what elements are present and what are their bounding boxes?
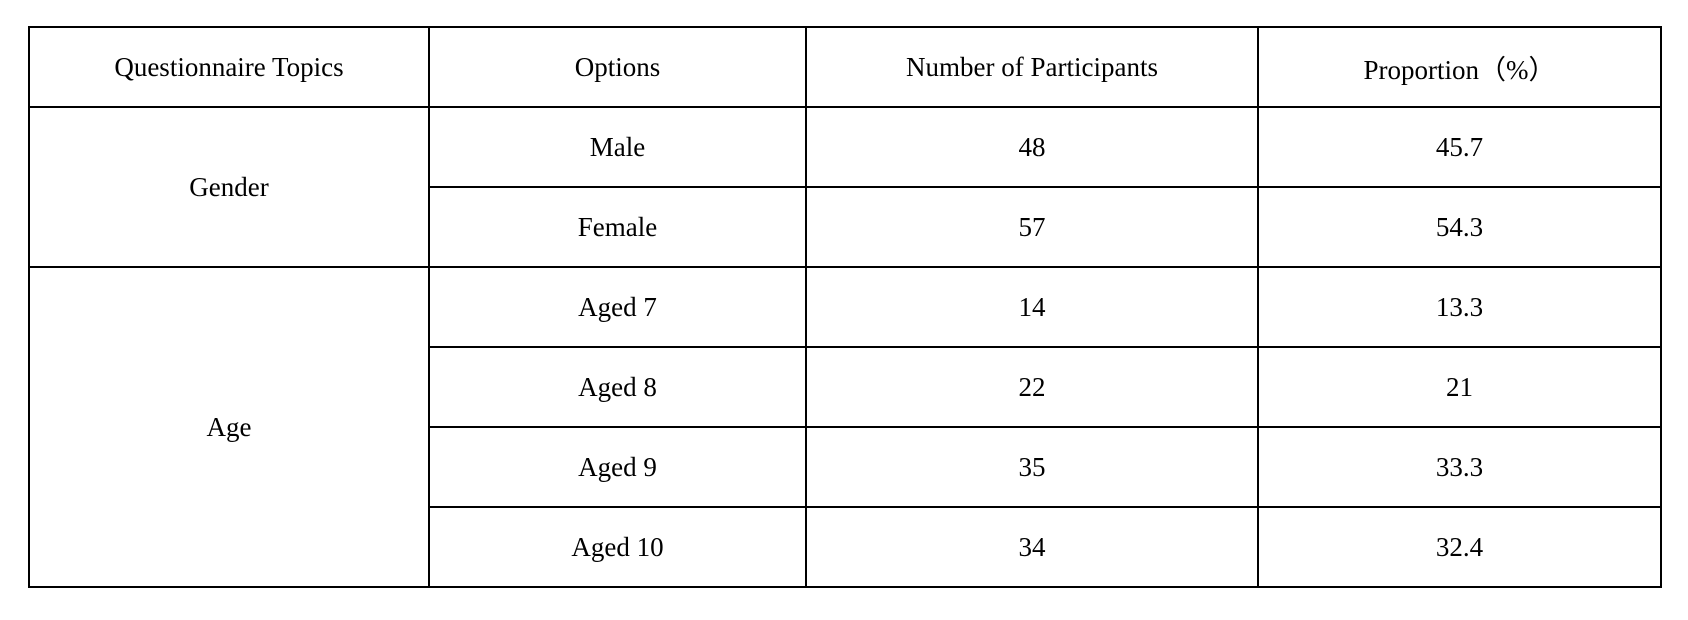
option-cell: Aged 10	[428, 506, 807, 588]
proportion-cell: 45.7	[1257, 106, 1662, 188]
count-cell: 22	[805, 346, 1259, 428]
table-row: Gender Male 48 45.7	[28, 106, 1662, 268]
header-topics: Questionnaire Topics	[28, 26, 430, 108]
table-row: Aged 10 34 32.4	[29, 506, 1662, 588]
option-cell: Aged 9	[428, 426, 807, 508]
option-cell: Male	[428, 106, 807, 188]
header-row: Questionnaire Topics Options Number of P…	[28, 26, 1662, 108]
count-cell: 34	[805, 506, 1259, 588]
option-cell: Female	[428, 186, 807, 268]
count-cell: 48	[805, 106, 1259, 188]
proportion-cell: 13.3	[1257, 266, 1662, 348]
topic-cell: Gender	[28, 106, 430, 268]
questionnaire-table: Questionnaire Topics Options Number of P…	[28, 26, 1662, 588]
proportion-cell: 33.3	[1257, 426, 1662, 508]
table-row: Female 57 54.3	[29, 186, 1662, 268]
count-cell: 14	[805, 266, 1259, 348]
proportion-cell: 54.3	[1257, 186, 1662, 268]
header-options: Options	[428, 26, 807, 108]
proportion-cell: 21	[1257, 346, 1662, 428]
topic-cell: Age	[28, 266, 430, 588]
table-row: Age Aged 7 14 13.3	[28, 266, 1662, 588]
table-row: Aged 8 22 21	[29, 346, 1662, 428]
option-cell: Aged 7	[428, 266, 807, 348]
count-cell: 57	[805, 186, 1259, 268]
header-participants: Number of Participants	[805, 26, 1259, 108]
count-cell: 35	[805, 426, 1259, 508]
proportion-cell: 32.4	[1257, 506, 1662, 588]
option-cell: Aged 8	[428, 346, 807, 428]
table-row: Aged 9 35 33.3	[29, 426, 1662, 508]
header-proportion: Proportion（%）	[1257, 26, 1662, 108]
